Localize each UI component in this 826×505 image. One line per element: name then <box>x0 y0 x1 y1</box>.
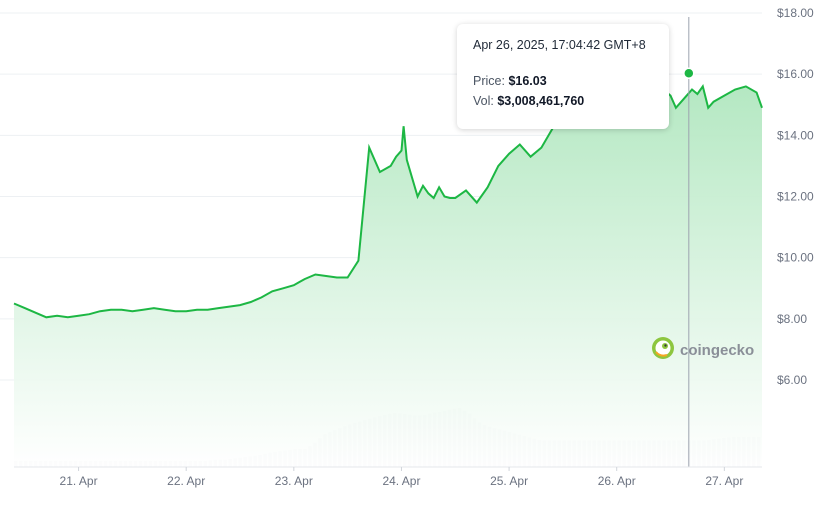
tooltip-price-label: Price: <box>473 74 505 88</box>
coingecko-wordmark: coingecko <box>680 342 755 359</box>
x-tick-label: 27. Apr <box>705 474 743 488</box>
y-tick-label: $6.00 <box>777 373 807 387</box>
tooltip-date: Apr 26, 2025, 17:04:42 GMT+8 <box>473 38 646 52</box>
tooltip-vol-row: Vol: $3,008,461,760 <box>473 94 653 108</box>
price-tooltip: Apr 26, 2025, 17:04:42 GMT+8 Price: $16.… <box>457 24 669 129</box>
x-tick-label: 23. Apr <box>275 474 313 488</box>
x-tick-label: 24. Apr <box>382 474 420 488</box>
x-axis: 21. Apr 22. Apr 23. Apr 24. Apr 25. Apr 26. A… <box>14 466 762 488</box>
y-axis: $6.00 $8.00 $10.00 $12.00 $14.00 $16.00 $18.00 <box>777 6 814 387</box>
x-tick-label: 25. Apr <box>490 474 528 488</box>
tooltip-price-row: Price: $16.03 <box>473 74 653 88</box>
y-tick-label: $18.00 <box>777 6 814 20</box>
x-tick-label: 21. Apr <box>60 474 98 488</box>
y-tick-label: $14.00 <box>777 128 814 142</box>
y-tick-label: $12.00 <box>777 190 814 204</box>
tooltip-price-value: $16.03 <box>508 74 547 88</box>
x-tick-label: 26. Apr <box>598 474 636 488</box>
tooltip-vol-value: $3,008,461,760 <box>497 94 585 108</box>
y-tick-label: $8.00 <box>777 312 807 326</box>
tooltip-vol-label: Vol: <box>473 94 494 108</box>
hover-point[interactable] <box>683 67 695 79</box>
coingecko-gecko-icon <box>651 336 675 365</box>
coingecko-watermark: coingecko <box>651 336 754 365</box>
y-tick-label: $10.00 <box>777 251 814 265</box>
x-tick-label: 22. Apr <box>167 474 205 488</box>
y-tick-label: $16.00 <box>777 67 814 81</box>
price-area-fill <box>14 75 762 467</box>
